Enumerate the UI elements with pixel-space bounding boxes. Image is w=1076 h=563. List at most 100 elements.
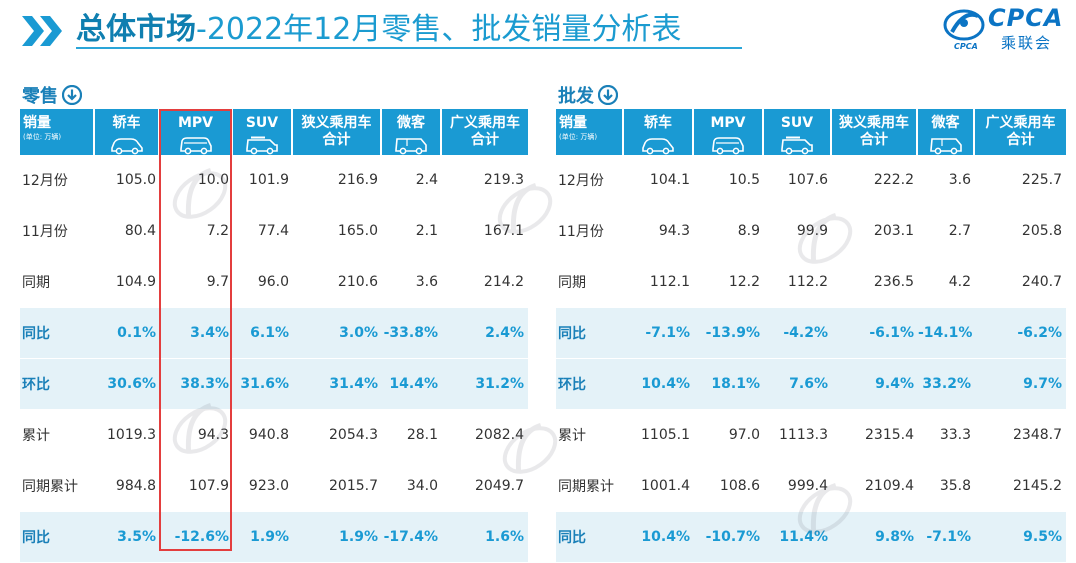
header-label: 狭义乘用车 合计 — [293, 109, 380, 149]
data-cell: -6.1% — [832, 308, 918, 359]
data-cell: -7.1% — [624, 308, 694, 359]
header-line1: SUV — [780, 115, 814, 131]
row-label: 12月份 — [20, 155, 95, 206]
data-cell: 2.4 — [382, 155, 442, 206]
row-label: 同比 — [20, 308, 95, 359]
data-cell: 30.6% — [95, 359, 160, 410]
data-cell: 96.0 — [233, 257, 293, 308]
header-label: 广义乘用车 合计 — [442, 109, 528, 149]
data-cell: 77.4 — [233, 206, 293, 257]
data-cell: 112.1 — [624, 257, 694, 308]
data-cell: 9.7 — [160, 257, 233, 308]
data-cell: 94.3 — [160, 410, 233, 461]
data-cell: 2049.7 — [442, 461, 528, 512]
header-cell: MPV — [694, 109, 764, 155]
data-cell: 2054.3 — [293, 410, 382, 461]
data-cell: -7.1% — [918, 512, 975, 563]
data-cell: 10.4% — [624, 512, 694, 563]
header-label: 轿车 — [624, 109, 692, 132]
row-label: 同比 — [556, 512, 624, 563]
table-row: 同期累计 1001.4 108.6 999.4 2109.4 35.8 2145.2 — [556, 461, 1066, 512]
van-icon — [929, 138, 962, 155]
double-chevron-icon — [22, 16, 62, 46]
header-line1: 狭义乘用车 — [839, 115, 909, 131]
header-volume-label: 销量 — [23, 115, 51, 131]
data-cell: 2145.2 — [975, 461, 1066, 512]
logo-small-text: CPCA — [954, 42, 978, 51]
row-label: 同期 — [556, 257, 624, 308]
header-label: MPV — [160, 109, 231, 132]
data-cell: 33.2% — [918, 359, 975, 410]
data-cell: 1019.3 — [95, 410, 160, 461]
data-cell: 31.2% — [442, 359, 528, 410]
table-row: 同期 104.9 9.7 96.0 210.6 3.6 214.2 — [20, 257, 528, 308]
table-row: 累计 1105.1 97.0 1113.3 2315.4 33.3 2348.7 — [556, 410, 1066, 461]
header-cell: 狭义乘用车 合计 — [293, 109, 382, 155]
data-cell: 10.4% — [624, 359, 694, 410]
header-line1: MPV — [177, 115, 214, 131]
header-line1: 轿车 — [112, 115, 141, 131]
suv-icon — [781, 136, 813, 155]
retail-table: 销量 (单位: 万辆) 轿车 MPV SUV 狭义乘用车 合计 微客 广义乘用车 合计 12月份 1… — [20, 109, 528, 563]
header-line1: SUV — [245, 115, 279, 131]
data-cell: 2109.4 — [832, 461, 918, 512]
row-label: 同期累计 — [556, 461, 624, 512]
data-cell: 10.5 — [694, 155, 764, 206]
data-cell: 80.4 — [95, 206, 160, 257]
table-row: 环比 30.6% 38.3% 31.6% 31.4% 14.4% 31.2% — [20, 359, 528, 410]
data-cell: -17.4% — [382, 512, 442, 563]
data-cell: 9.4% — [832, 359, 918, 410]
table-row: 11月份 80.4 7.2 77.4 165.0 2.1 167.1 — [20, 206, 528, 257]
header-cell: 狭义乘用车 合计 — [832, 109, 918, 155]
data-cell: 101.9 — [233, 155, 293, 206]
data-cell: 3.4% — [160, 308, 233, 359]
row-label: 环比 — [556, 359, 624, 410]
page-header: 总体市场-2022年12月零售、批发销量分析表 CPCA 乘联会 CPCA — [0, 0, 1076, 70]
title-underline — [76, 47, 742, 49]
row-label: 累计 — [20, 410, 95, 461]
data-cell: 107.9 — [160, 461, 233, 512]
data-cell: 225.7 — [975, 155, 1066, 206]
data-cell: -4.2% — [764, 308, 832, 359]
sedan-icon — [110, 138, 143, 155]
data-cell: 222.2 — [832, 155, 918, 206]
data-cell: -12.6% — [160, 512, 233, 563]
header-volume-label: 销量 — [559, 115, 587, 131]
data-cell: 999.4 — [764, 461, 832, 512]
header-cell: 微客 — [382, 109, 442, 155]
data-cell: 104.1 — [624, 155, 694, 206]
header-cell: 轿车 — [624, 109, 694, 155]
header-cell: 轿车 — [95, 109, 160, 155]
header-line2: 合计 — [471, 132, 499, 148]
mpv-icon — [179, 137, 212, 155]
data-cell: 9.8% — [832, 512, 918, 563]
header-label: MPV — [694, 109, 762, 132]
data-cell: 31.4% — [293, 359, 382, 410]
arrow-down-circle-icon — [62, 85, 82, 105]
unit-label: (单位: 万辆) — [23, 133, 62, 141]
data-cell: 18.1% — [694, 359, 764, 410]
data-cell: 0.1% — [95, 308, 160, 359]
data-cell: 9.7% — [975, 359, 1066, 410]
data-cell: 38.3% — [160, 359, 233, 410]
header-cell: 微客 — [918, 109, 975, 155]
data-cell: 8.9 — [694, 206, 764, 257]
header-line1: 微客 — [397, 115, 425, 131]
data-cell: 165.0 — [293, 206, 382, 257]
header-label: SUV — [233, 109, 291, 132]
data-cell: 984.8 — [95, 461, 160, 512]
header-cell: MPV — [160, 109, 233, 155]
data-cell: 94.3 — [624, 206, 694, 257]
data-cell: 2.7 — [918, 206, 975, 257]
header-line2: 合计 — [860, 132, 888, 148]
data-cell: 107.6 — [764, 155, 832, 206]
data-cell: -10.7% — [694, 512, 764, 563]
data-cell: 2.4% — [442, 308, 528, 359]
data-cell: 2082.4 — [442, 410, 528, 461]
data-cell: 34.0 — [382, 461, 442, 512]
data-cell: 104.9 — [95, 257, 160, 308]
table-row: 12月份 104.1 10.5 107.6 222.2 3.6 225.7 — [556, 155, 1066, 206]
header-label: SUV — [764, 109, 830, 132]
data-cell: 236.5 — [832, 257, 918, 308]
data-cell: 210.6 — [293, 257, 382, 308]
